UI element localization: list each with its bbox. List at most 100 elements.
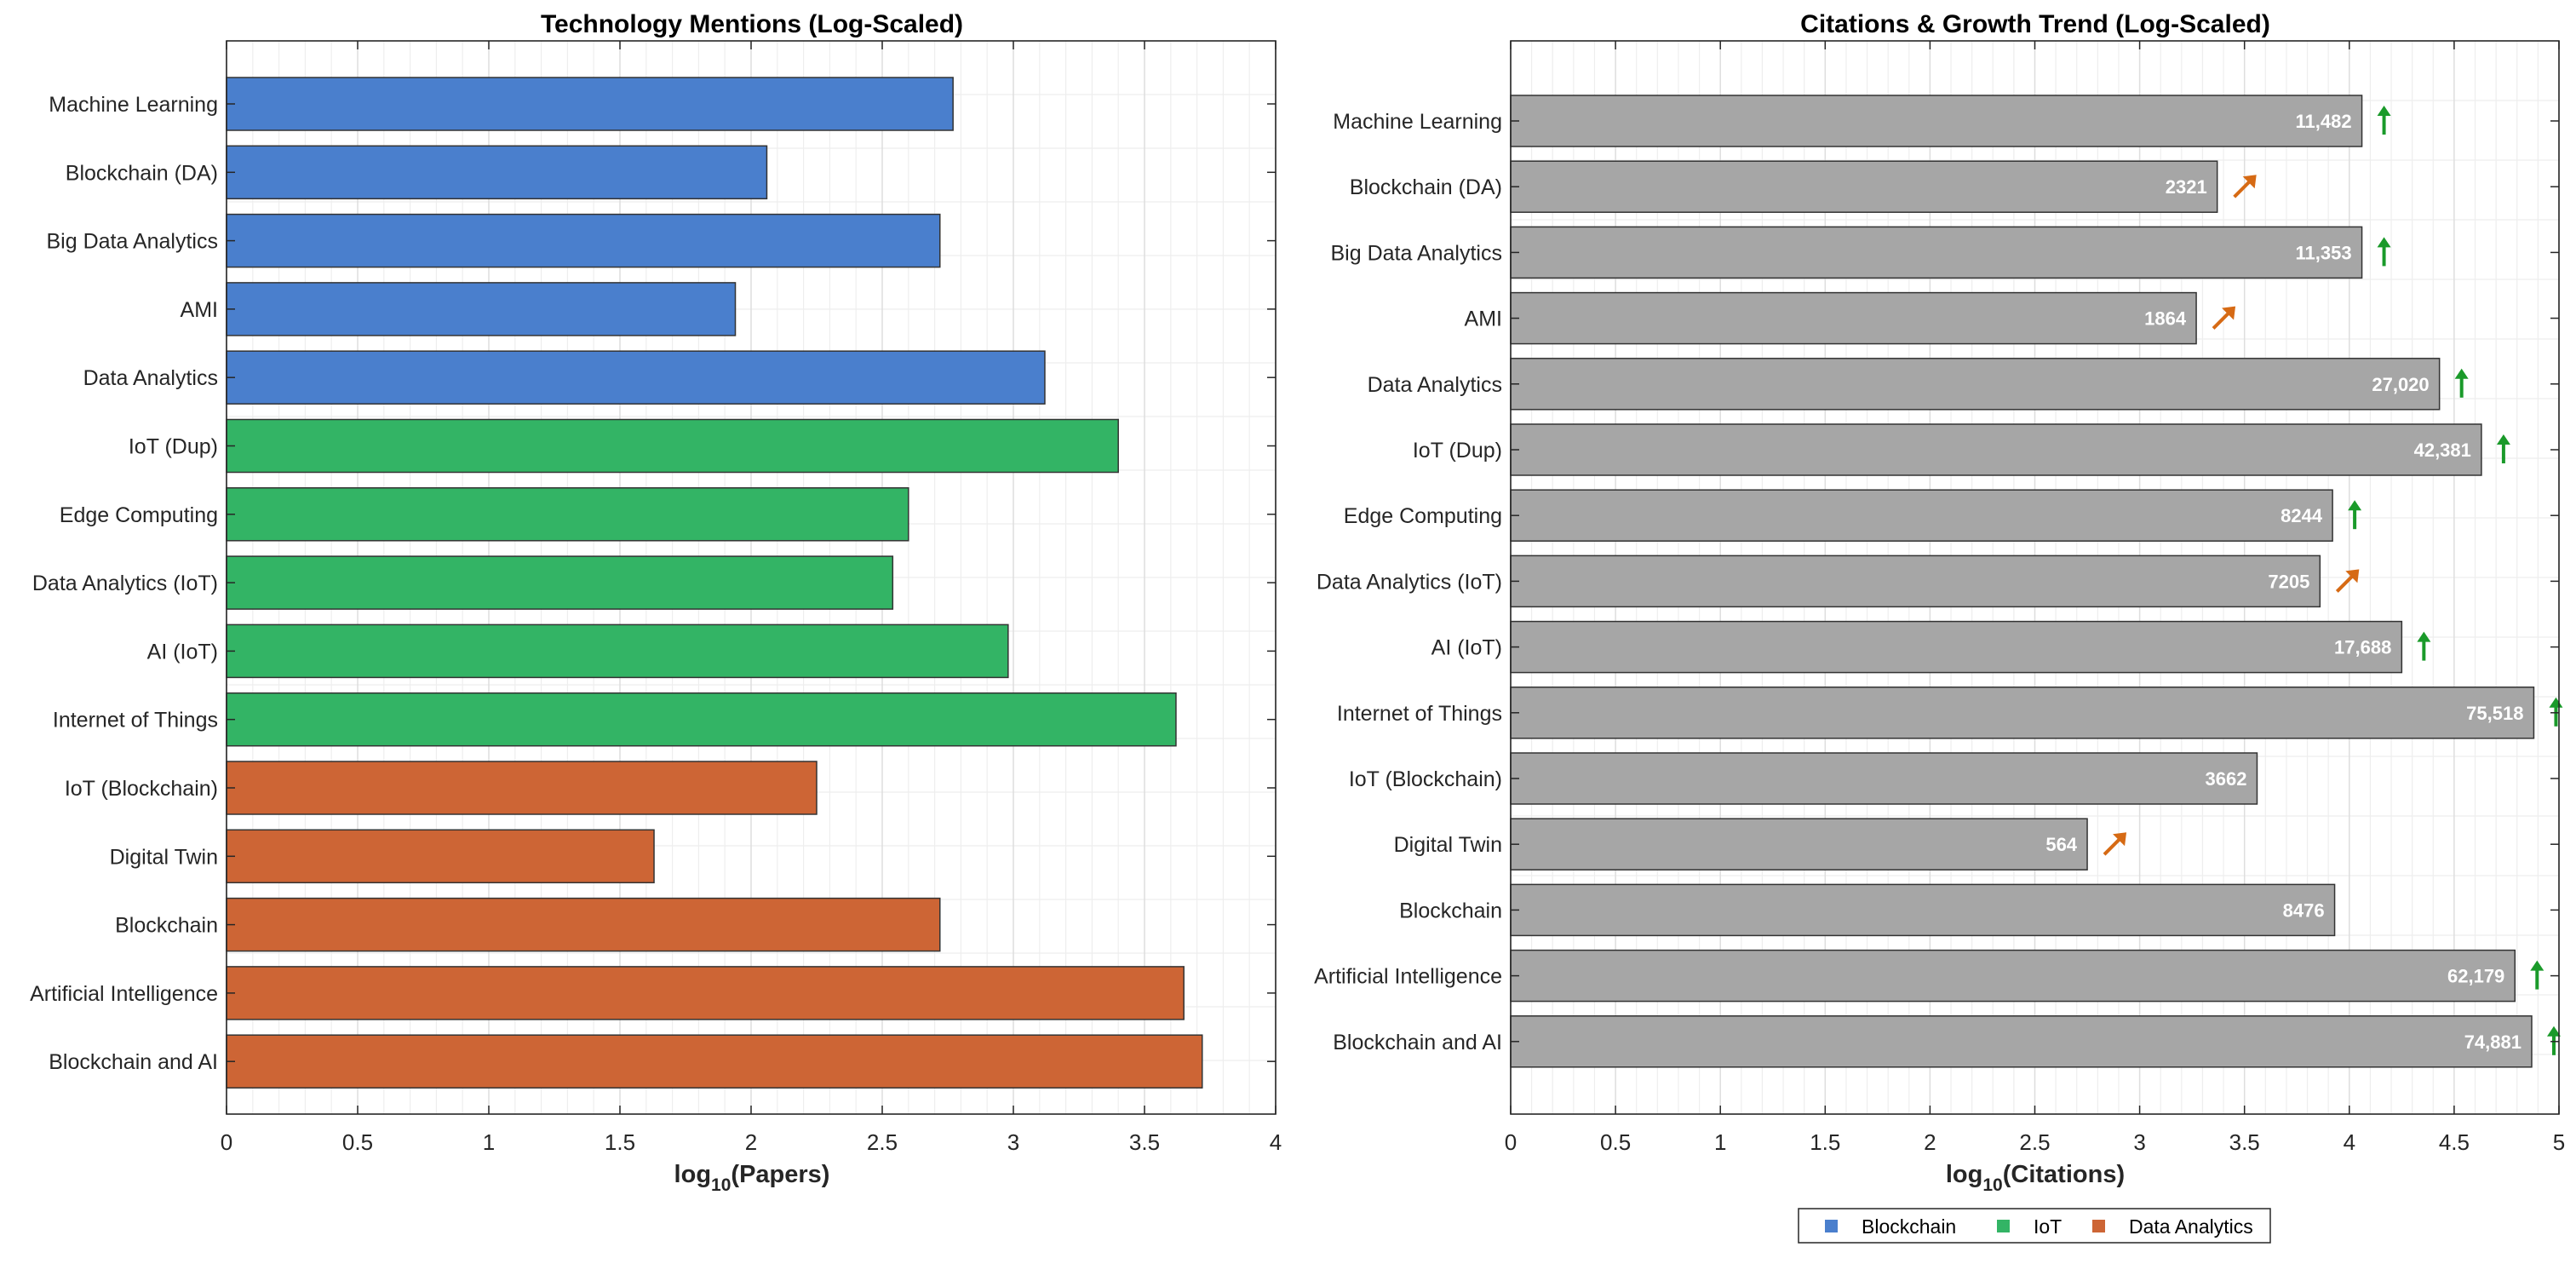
left-bar-iot-blockchain [226,761,818,815]
right-x-tick-label: 0.5 [1600,1129,1631,1155]
trend-up-arrowhead-icon [2546,1026,2561,1037]
left-x-tick-label: 1.5 [605,1129,635,1155]
left-bar-edge-computing [226,487,909,542]
right-y-tick-label: Internet of Things [1337,702,1502,726]
left-bar-ami [226,282,737,336]
right-x-tick-label: 0 [1505,1129,1517,1155]
right-y-tick-label: Edge Computing [1344,504,1502,528]
right-bar-value-label: 42,381 [2414,440,2471,461]
right-bar-value-label: 8244 [2281,505,2323,526]
right-y-tick-label: Blockchain and AI [1333,1031,1502,1054]
left-y-tick-label: Big Data Analytics [47,230,219,254]
right-y-tick-label: Data Analytics (IoT) [1317,570,1502,594]
right-bar-digital-twin [1510,818,2088,870]
left-bar-blockchain-da [226,145,768,200]
left-x-axis-label: log10(Papers) [674,1161,830,1195]
left-y-tick-label: Machine Learning [49,93,218,117]
trend-diagonal-arrow-icon [2233,180,2252,198]
left-y-tick-label: Artificial Intelligence [30,982,218,1006]
left-y-tick-label: IoT (Blockchain) [65,777,218,801]
legend: Blockchain IoT Data Analytics [1798,1208,2271,1244]
right-bar-value-label: 74,881 [2464,1031,2521,1053]
trend-diagonal-arrowhead-icon [2345,569,2360,583]
legend-label-data-analytics: Data Analytics [2129,1215,2253,1238]
left-x-tick-label: 3 [1007,1129,1019,1155]
left-y-tick-label: Blockchain and AI [49,1050,218,1074]
left-y-tick-label: Internet of Things [53,709,218,733]
left-y-tick-label: Blockchain [115,914,218,938]
trend-up-arrowhead-icon [2454,368,2469,379]
right-y-tick-label: Artificial Intelligence [1314,965,1502,989]
right-bar-blockchain-and-ai [1510,1015,2533,1068]
legend-box [1798,1208,2271,1244]
right-x-tick-label: 5 [2553,1129,2565,1155]
right-bar-value-label: 8476 [2283,899,2325,921]
legend-swatch-iot [1997,1220,2010,1232]
right-bar-value-label: 564 [2045,834,2077,855]
right-y-tick-label: IoT (Blockchain) [1349,767,1502,791]
right-bar-value-label: 17,688 [2334,637,2391,658]
right-bar-value-label: 2321 [2166,176,2207,198]
right-x-tick-label: 4 [2344,1129,2355,1155]
right-bar-machine-learning [1510,95,2363,147]
right-bar-ami [1510,291,2197,345]
trend-up-arrowhead-icon [2530,960,2544,971]
right-bar-value-label: 27,020 [2372,374,2429,395]
left-y-tick-label: Data Analytics (IoT) [32,572,218,595]
left-y-tick-label: Edge Computing [60,503,218,527]
left-bar-artificial-intelligence [226,966,1185,1020]
right-x-tick-label: 1.5 [1810,1129,1840,1155]
right-y-tick-label: Blockchain (DA) [1350,175,1502,199]
right-bar-iot-dup [1510,423,2482,476]
left-y-tick-label: Data Analytics [83,366,218,390]
left-y-tick-label: Blockchain (DA) [66,161,218,185]
right-bar-edge-computing [1510,489,2333,542]
right-bar-iot-blockchain [1510,752,2258,805]
left-x-tick-label: 0.5 [342,1129,373,1155]
trend-diagonal-arrow-icon [2212,312,2230,330]
legend-label-blockchain: Blockchain [1862,1215,1956,1238]
trend-diagonal-arrow-icon [2103,837,2121,856]
trend-up-arrowhead-icon [2348,500,2362,511]
right-bar-value-label: 7205 [2268,571,2309,592]
left-bar-big-data-analytics [226,213,941,268]
left-x-tick-label: 0 [221,1129,232,1155]
left-axes-box [226,40,1277,1115]
left-bar-machine-learning [226,77,954,131]
right-bar-value-label: 3662 [2206,768,2247,790]
left-x-tick-label: 3.5 [1129,1129,1160,1155]
left-y-tick-label: AMI [181,298,218,322]
legend-label-iot: IoT [2034,1215,2062,1238]
left-bar-data-analytics [226,350,1046,405]
left-bar-digital-twin [226,829,655,884]
left-y-tick-label: IoT (Dup) [129,435,218,459]
right-bar-blockchain [1510,883,2336,937]
left-x-tick-label: 4 [1270,1129,1282,1155]
right-x-tick-label: 4.5 [2439,1129,2470,1155]
right-x-axis-label: log10(Citations) [1946,1161,2125,1195]
trend-diagonal-arrowhead-icon [2222,306,2236,320]
trend-diagonal-arrowhead-icon [2113,832,2127,847]
left-x-tick-label: 2.5 [867,1129,898,1155]
right-bar-artificial-intelligence [1510,949,2516,1003]
left-bar-data-analytics-iot [226,555,894,610]
trend-diagonal-arrowhead-icon [2242,175,2257,189]
right-bar-data-analytics [1510,358,2441,411]
trend-up-arrowhead-icon [2377,237,2391,248]
trend-diagonal-arrow-icon [2335,574,2354,593]
right-bar-ai-iot [1510,620,2403,674]
right-bar-value-label: 75,518 [2466,703,2523,724]
right-y-tick-label: Big Data Analytics [1331,241,1503,265]
right-y-tick-label: Digital Twin [1394,833,1502,857]
right-y-tick-label: AI (IoT) [1431,636,1502,660]
left-bar-ai-iot [226,623,1009,679]
right-bar-blockchain-da [1510,160,2218,213]
left-bar-blockchain [226,897,941,952]
left-x-tick-label: 1 [483,1129,495,1155]
right-x-tick-label: 1 [1714,1129,1726,1155]
right-x-tick-label: 3.5 [2229,1129,2260,1155]
right-y-tick-label: AMI [1465,307,1502,331]
legend-swatch-data-analytics [2092,1220,2105,1232]
right-y-tick-label: Data Analytics [1368,373,1502,397]
